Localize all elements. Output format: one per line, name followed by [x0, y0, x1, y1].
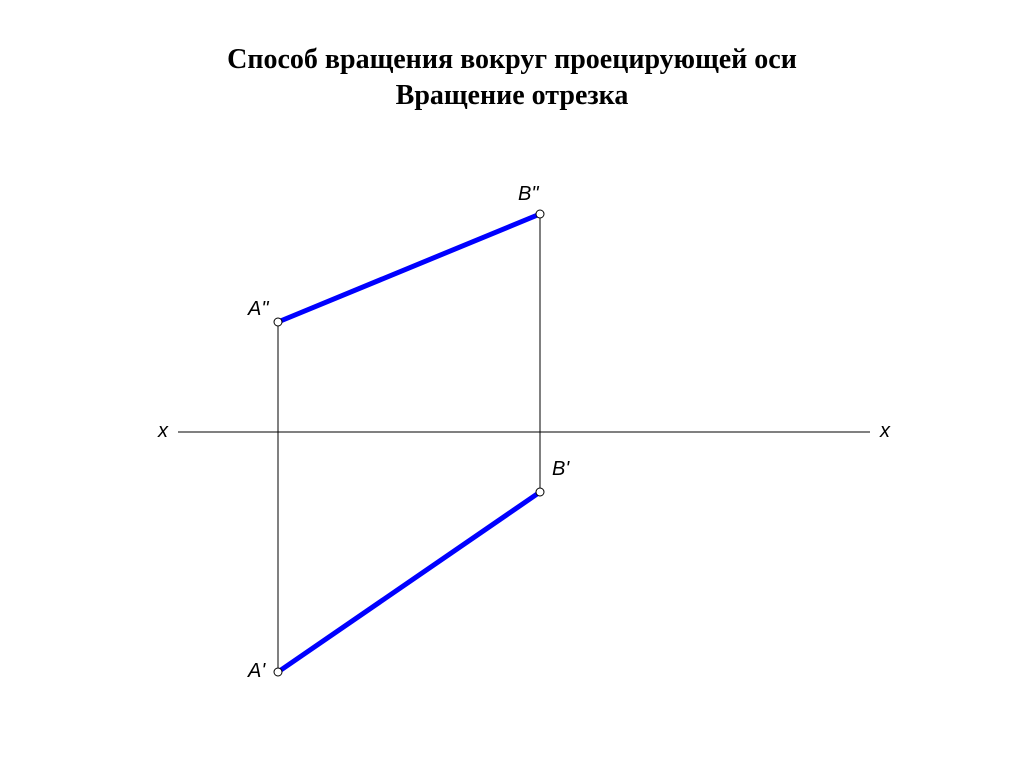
- segment-line: [278, 214, 540, 322]
- point-A1: [274, 668, 282, 676]
- label-A1: A': [248, 660, 265, 683]
- point-B2: [536, 210, 544, 218]
- axis-label-right: x: [880, 420, 890, 443]
- label-B2: B": [518, 183, 538, 206]
- diagram-canvas: [0, 0, 1024, 767]
- label-A2: A": [248, 298, 268, 321]
- diagram-points: [274, 210, 544, 676]
- axis-label-left: x: [158, 420, 168, 443]
- segment-lines: [278, 214, 540, 672]
- label-B1: B': [552, 458, 569, 481]
- thin-construction-lines: [278, 214, 540, 672]
- point-B1: [536, 488, 544, 496]
- point-A2: [274, 318, 282, 326]
- segment-line: [278, 492, 540, 672]
